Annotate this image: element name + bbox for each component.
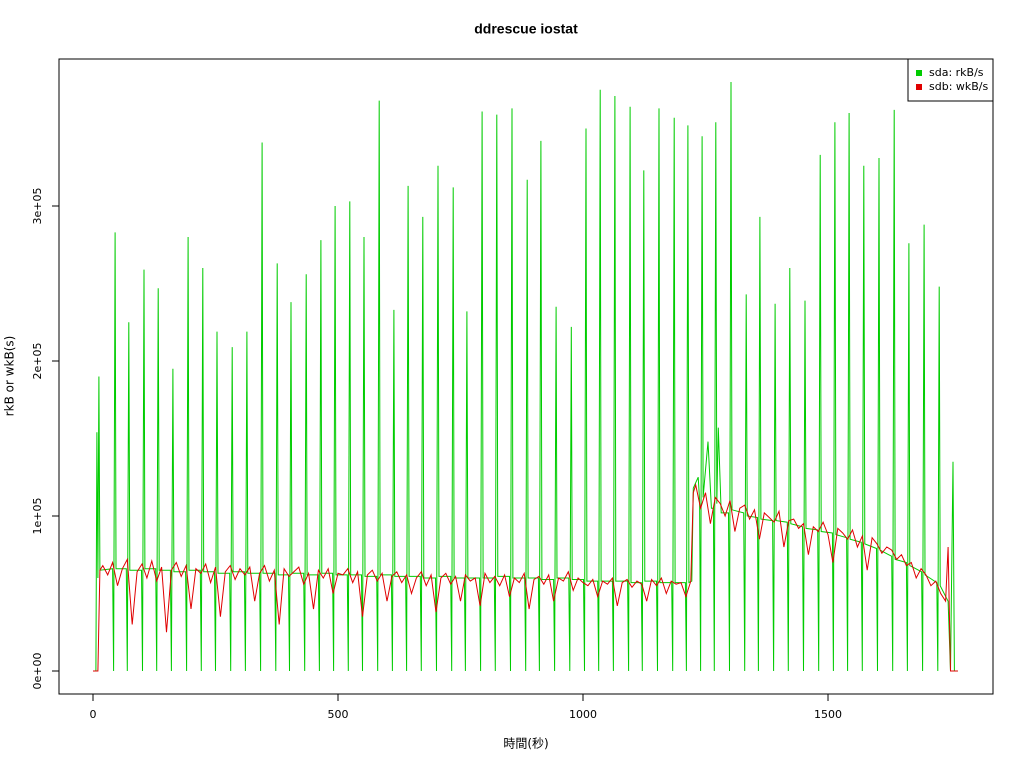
series-line xyxy=(93,483,958,672)
x-tick-label: 0 xyxy=(90,708,97,721)
x-axis-label: 時間(秒) xyxy=(503,737,548,751)
legend-swatch xyxy=(916,70,922,76)
y-tick-label: 1e+05 xyxy=(31,498,44,535)
series-line xyxy=(93,81,958,672)
legend-swatch xyxy=(916,84,922,90)
x-tick-label: 1000 xyxy=(569,708,597,721)
y-tick-label: 3e+05 xyxy=(31,188,44,225)
legend-label: sdb: wkB/s xyxy=(929,80,989,93)
y-tick-label: 2e+05 xyxy=(31,343,44,380)
legend-box xyxy=(907,58,994,102)
x-tick-label: 500 xyxy=(328,708,349,721)
legend-label: sda: rkB/s xyxy=(929,66,984,79)
chart-title: ddrescue iostat xyxy=(474,21,578,37)
x-tick-label: 1500 xyxy=(814,708,842,721)
y-axis-label: rkB or wkB(s) xyxy=(3,336,17,417)
y-tick-label: 0e+00 xyxy=(31,653,44,690)
